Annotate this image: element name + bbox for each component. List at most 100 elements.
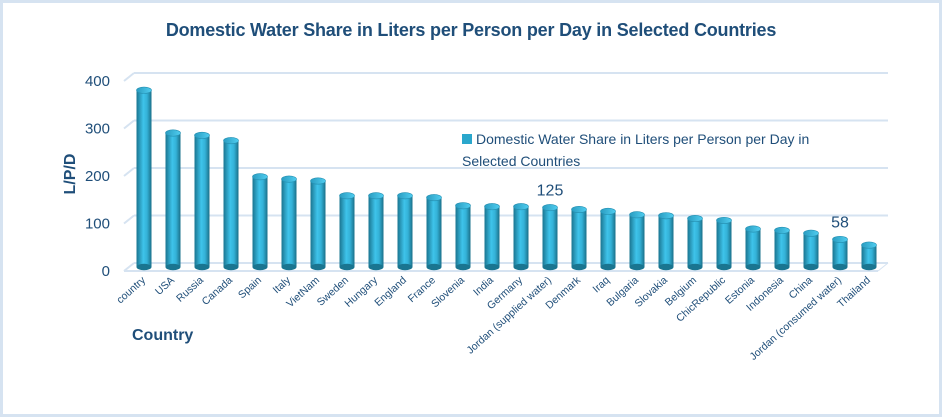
bar-top [745,225,761,233]
data-label: 125 [537,183,564,200]
bar-base [542,263,558,271]
bar-top [339,192,355,200]
x-tick-label: Slovenia [429,274,467,310]
bar-top [223,137,239,145]
bar-top [136,86,152,94]
bar-body [774,230,790,267]
bar-base [658,263,674,271]
bar [687,215,703,271]
bar-base [716,263,732,271]
bar-top [513,203,529,211]
x-tick-label: VietNam [284,274,322,310]
bar [745,225,761,271]
y-tick-label: 0 [102,263,110,280]
bar-body [571,209,587,267]
bar-body [803,233,819,267]
legend: Domestic Water Share in Liters per Perso… [462,128,862,172]
bar-base [310,263,326,271]
bar-top [165,129,181,137]
bar-top [658,212,674,220]
bar [397,192,413,271]
bar-body [194,135,210,267]
bar [339,192,355,271]
y-tick-label: 400 [85,73,110,90]
bar-top [426,194,442,202]
bar-body [629,214,645,267]
x-tick-label: Iraq [591,274,613,295]
gridlines [123,72,888,272]
bar [223,137,239,271]
bar-base [136,263,152,271]
bar-top [571,206,587,214]
bar-base [223,263,239,271]
bar-top [368,192,384,200]
bar-body [223,140,239,267]
bar-body [484,206,500,267]
bar-body [832,239,848,267]
bar-base [165,263,181,271]
bar [194,131,210,271]
bar-top [484,203,500,211]
bar-top [861,241,877,249]
legend-swatch [462,134,472,144]
x-tick-label: Canada [200,274,235,308]
bar-top [542,204,558,212]
bar [832,235,848,271]
bar [426,194,442,271]
bar-top [832,235,848,243]
bar-top [281,175,297,183]
floor-right-edge [877,262,889,272]
x-tick-label: Slovakia [632,274,670,310]
y-axis-ticks: 0 100 200 300 400 [85,73,110,280]
y-tick-label: 300 [85,121,110,138]
bar-body [426,197,442,267]
bar-body [281,179,297,267]
bar-body [716,220,732,267]
bar-top [687,215,703,223]
bar-body [397,195,413,267]
bar-top [455,202,471,210]
data-labels: 125 58 [537,183,849,232]
bar-top [310,177,326,185]
bar [803,229,819,271]
bar [600,207,616,271]
bar-base [484,263,500,271]
bar [861,241,877,271]
bar-base [571,263,587,271]
gridline-side [123,214,135,225]
bar [252,173,268,271]
bar-base [861,263,877,271]
bar-base [252,263,268,271]
bar-base [774,263,790,271]
bar-base [629,263,645,271]
bar-body [745,229,761,267]
bar-top [716,216,732,224]
x-tick-label: country [114,274,148,306]
gridline-side [123,262,135,272]
bar [310,177,326,271]
bar-base [194,263,210,271]
bar [136,86,152,271]
bar-top [629,211,645,219]
bar-base [397,263,413,271]
bar-base [426,263,442,271]
bar-body [455,205,471,267]
bar-base [745,263,761,271]
x-tick-label: England [372,274,409,309]
x-tick-label: Spain [236,274,264,301]
bar-base [455,263,471,271]
bar-body [513,206,529,267]
bar [658,212,674,271]
bar-body [600,211,616,267]
x-tick-label: Hungary [342,274,380,310]
bar-body [542,207,558,267]
bar [774,226,790,271]
bar-body [252,176,268,267]
bar-body [310,181,326,267]
bar [629,211,645,271]
bar [484,203,500,271]
chart-title: Domestic Water Share in Liters per Perso… [165,20,777,40]
legend-label: Domestic Water Share in Liters per Perso… [462,131,810,169]
